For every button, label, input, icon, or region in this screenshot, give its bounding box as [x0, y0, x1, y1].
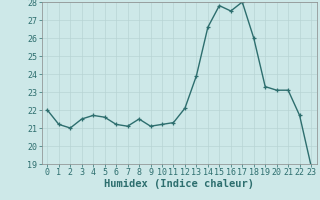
X-axis label: Humidex (Indice chaleur): Humidex (Indice chaleur)	[104, 179, 254, 189]
